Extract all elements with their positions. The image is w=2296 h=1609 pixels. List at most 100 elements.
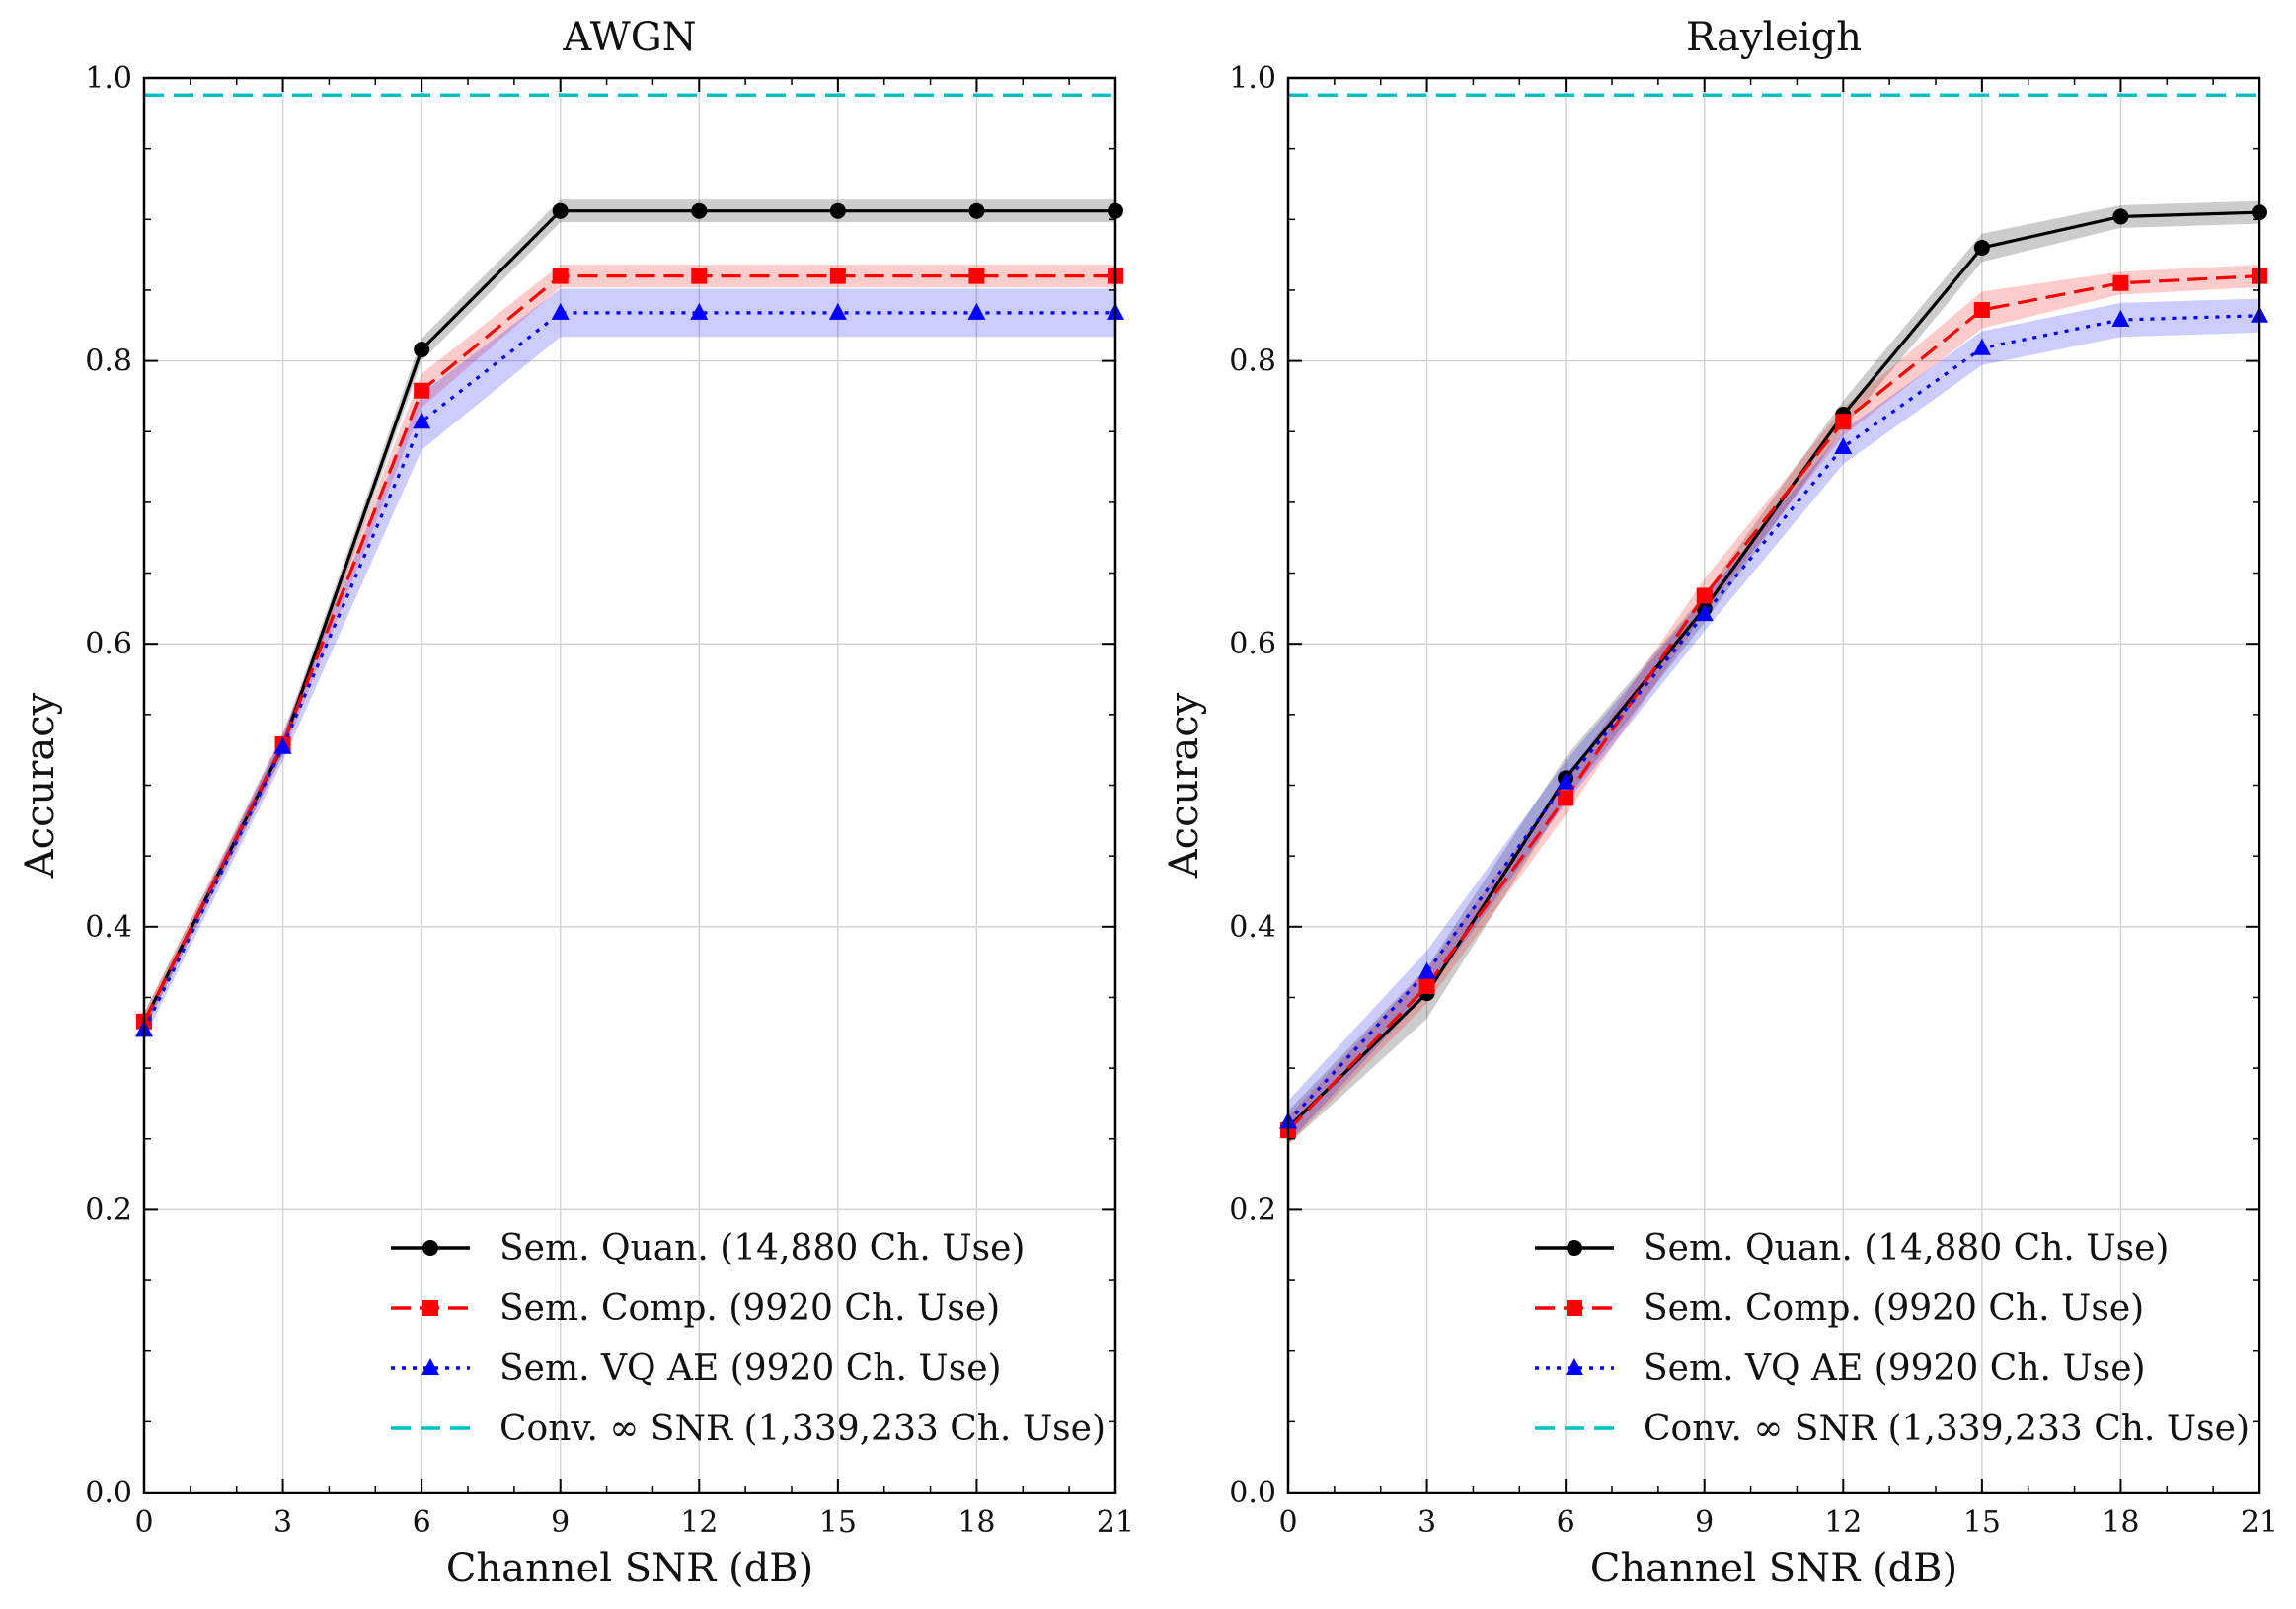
data-point-circle <box>552 202 569 219</box>
x-axis-label: Channel SNR (dB) <box>1590 1546 1957 1591</box>
plot-frame <box>142 76 1117 1494</box>
x-tick-label: 21 <box>1097 1505 1134 1540</box>
data-point-triangle <box>690 302 709 320</box>
confidence-bands <box>144 199 1115 1039</box>
chart-title: AWGN <box>562 15 696 60</box>
y-tick-label: 0.0 <box>1229 1476 1276 1510</box>
x-tick-label: 15 <box>1963 1505 2001 1540</box>
confidence-band <box>144 265 1115 1031</box>
legend-entry: Sem. Quan. (14,880 Ch. Use) <box>499 1228 1025 1268</box>
y-tick-label: 0.2 <box>1229 1192 1276 1227</box>
chart-panel-awgn: AWGN Channel SNR (dB) Accuracy 0 3 6 9 12 15 1… <box>18 15 1134 1591</box>
x-tick-label: 12 <box>1824 1505 1862 1540</box>
data-point-triangle <box>1834 437 1853 455</box>
x-tick-label: 0 <box>134 1505 153 1540</box>
data-point-triangle <box>413 412 431 429</box>
x-tick-label: 6 <box>413 1505 431 1540</box>
series-line <box>1286 274 2260 1132</box>
x-tick-label: 21 <box>2241 1505 2278 1540</box>
legend-marker <box>422 1240 438 1256</box>
data-point-triangle <box>1695 604 1714 622</box>
legend-marker <box>1567 1300 1582 1316</box>
data-point-circle <box>1973 239 1990 256</box>
series-line <box>142 311 1115 1032</box>
x-axis-label: Channel SNR (dB) <box>446 1546 813 1591</box>
legend-marker <box>421 1358 439 1375</box>
legend-marker <box>1567 1240 1582 1256</box>
legend: Sem. Quan. (14,880 Ch. Use) Sem. Comp. (9… <box>391 1228 1106 1449</box>
data-point-triangle <box>1972 338 1991 355</box>
y-tick-label: 0.6 <box>1229 627 1276 661</box>
legend-entry: Sem. Comp. (9920 Ch. Use) <box>1644 1288 2144 1329</box>
y-tick-label: 0.0 <box>85 1476 132 1510</box>
series-lines <box>135 93 1124 1037</box>
series-lines <box>1279 93 2268 1139</box>
y-tick-label: 0.2 <box>85 1192 132 1227</box>
legend-entry: Sem. Comp. (9920 Ch. Use) <box>499 1288 1000 1329</box>
x-tick-label: 18 <box>957 1505 995 1540</box>
data-point-circle <box>691 202 708 219</box>
series-line <box>142 274 1115 1023</box>
y-axis-label: Accuracy <box>18 692 63 879</box>
y-tick-label: 0.8 <box>85 345 132 379</box>
y-tick-label: 0.4 <box>85 910 132 945</box>
legend: Sem. Quan. (14,880 Ch. Use) Sem. Comp. (9… <box>1535 1228 2250 1449</box>
data-point-square <box>691 268 708 284</box>
data-point-triangle <box>1417 961 1436 979</box>
data-point-circle <box>829 202 846 219</box>
data-point-square <box>1835 414 1852 430</box>
legend-entry: Sem. Quan. (14,880 Ch. Use) <box>1644 1228 2169 1268</box>
data-point-square <box>414 382 430 399</box>
data-point-triangle <box>828 302 847 320</box>
legend-marker <box>1566 1358 1583 1375</box>
series-line <box>1286 314 2260 1123</box>
x-tick-label: 12 <box>680 1505 718 1540</box>
confidence-bands <box>1288 200 2259 1145</box>
data-point-square <box>1558 790 1574 806</box>
confidence-band <box>1288 265 2259 1145</box>
data-point-triangle <box>967 302 986 320</box>
y-axis-label: Accuracy <box>1162 692 1207 879</box>
y-tick-label: 1.0 <box>85 61 132 96</box>
x-tick-label: 3 <box>273 1505 292 1540</box>
legend-marker <box>422 1300 438 1316</box>
x-tick-label: 9 <box>551 1505 570 1540</box>
data-point-square <box>2112 274 2129 291</box>
plot-frame <box>1286 76 2261 1494</box>
confidence-band <box>1288 200 2259 1145</box>
y-tick-label: 0.8 <box>1229 345 1276 379</box>
data-point-square <box>829 268 846 284</box>
x-tick-label: 15 <box>819 1505 857 1540</box>
x-tick-label: 18 <box>2102 1505 2139 1540</box>
data-point-circle <box>2112 208 2129 225</box>
legend-entry: Sem. VQ AE (9920 Ch. Use) <box>1644 1348 2146 1389</box>
y-tick-label: 0.6 <box>85 627 132 661</box>
data-point-square <box>1696 587 1713 604</box>
y-tick-label: 1.0 <box>1229 61 1276 96</box>
x-tick-label: 6 <box>1557 1505 1575 1540</box>
axis-ticks: 0 3 6 9 12 15 18 21 0.0 0.2 0.4 0.6 0.8 1.0 <box>85 61 1134 1540</box>
data-point-square <box>968 268 985 284</box>
data-point-square <box>552 268 569 284</box>
data-point-triangle <box>2111 310 2130 328</box>
axis-ticks: 0 3 6 9 12 15 18 21 0.0 0.2 0.4 0.6 0.8 1.0 <box>1229 61 2278 1540</box>
data-point-square <box>1973 302 1990 319</box>
data-point-circle <box>968 202 985 219</box>
x-tick-label: 0 <box>1278 1505 1297 1540</box>
confidence-band <box>1288 298 2259 1144</box>
chart-title: Rayleigh <box>1686 15 1862 60</box>
x-tick-label: 3 <box>1417 1505 1436 1540</box>
y-tick-label: 0.4 <box>1229 910 1276 945</box>
data-point-triangle <box>1557 772 1575 790</box>
legend-entry: Conv. ∞ SNR (1,339,233 Ch. Use) <box>499 1409 1106 1449</box>
chart-panel-rayleigh: Rayleigh Channel SNR (dB) Accuracy 0 3 6 9 1… <box>1162 15 2278 1591</box>
data-point-triangle <box>551 302 570 320</box>
data-point-triangle <box>273 736 292 754</box>
data-point-square <box>1418 977 1435 994</box>
x-tick-label: 9 <box>1695 1505 1714 1540</box>
legend-entry: Conv. ∞ SNR (1,339,233 Ch. Use) <box>1644 1409 2250 1449</box>
series-line <box>142 209 1115 1023</box>
legend-entry: Sem. VQ AE (9920 Ch. Use) <box>499 1348 1002 1389</box>
data-point-circle <box>414 342 430 358</box>
